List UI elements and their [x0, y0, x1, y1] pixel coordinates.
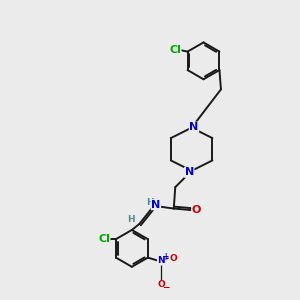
Text: N: N — [158, 256, 165, 265]
Text: +: + — [162, 252, 169, 261]
Text: Cl: Cl — [169, 45, 181, 55]
Text: Cl: Cl — [98, 234, 110, 244]
Text: O: O — [170, 254, 178, 263]
Text: H: H — [127, 215, 135, 224]
Text: O: O — [157, 280, 165, 290]
Text: N: N — [184, 167, 194, 177]
Text: N: N — [189, 122, 199, 132]
Text: −: − — [162, 284, 170, 292]
Text: O: O — [192, 205, 201, 215]
Text: H: H — [146, 198, 154, 207]
Text: N: N — [151, 200, 160, 210]
